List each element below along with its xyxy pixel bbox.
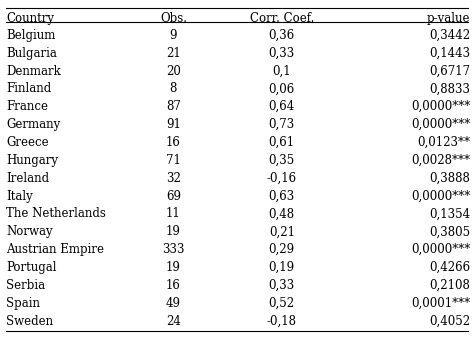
Text: -0,16: -0,16 (267, 172, 297, 185)
Text: 0,1: 0,1 (273, 65, 291, 77)
Text: 0,19: 0,19 (269, 261, 295, 274)
Text: 0,63: 0,63 (269, 189, 295, 203)
Text: 0,4266: 0,4266 (429, 261, 470, 274)
Text: Finland: Finland (6, 82, 51, 95)
Text: Serbia: Serbia (6, 279, 45, 292)
Text: 333: 333 (162, 243, 185, 256)
Text: 0,0028***: 0,0028*** (411, 154, 470, 167)
Text: 0,73: 0,73 (269, 118, 295, 131)
Text: 0,29: 0,29 (269, 243, 295, 256)
Text: 0,33: 0,33 (269, 279, 295, 292)
Text: Germany: Germany (6, 118, 60, 131)
Text: 0,0000***: 0,0000*** (411, 100, 470, 113)
Text: 0,0001***: 0,0001*** (411, 297, 470, 310)
Text: 24: 24 (166, 315, 181, 328)
Text: 0,21: 0,21 (269, 225, 295, 238)
Text: Spain: Spain (6, 297, 40, 310)
Text: Denmark: Denmark (6, 65, 61, 77)
Text: 0,3442: 0,3442 (429, 29, 470, 42)
Text: 0,4052: 0,4052 (429, 315, 470, 328)
Text: Sweden: Sweden (6, 315, 53, 328)
Text: 0,48: 0,48 (269, 208, 295, 220)
Text: 0,64: 0,64 (269, 100, 295, 113)
Text: 0,61: 0,61 (269, 136, 295, 149)
Text: 0,0000***: 0,0000*** (411, 118, 470, 131)
Text: 21: 21 (166, 46, 181, 60)
Text: Country: Country (6, 12, 54, 25)
Text: 0,33: 0,33 (269, 46, 295, 60)
Text: 0,52: 0,52 (269, 297, 295, 310)
Text: 0,0123**: 0,0123** (417, 136, 470, 149)
Text: 0,1443: 0,1443 (429, 46, 470, 60)
Text: 19: 19 (166, 225, 181, 238)
Text: 49: 49 (166, 297, 181, 310)
Text: 19: 19 (166, 261, 181, 274)
Text: 69: 69 (166, 189, 181, 203)
Text: p-value: p-value (427, 12, 470, 25)
Text: 8: 8 (170, 82, 177, 95)
Text: 87: 87 (166, 100, 181, 113)
Text: Norway: Norway (6, 225, 53, 238)
Text: 0,06: 0,06 (269, 82, 295, 95)
Text: 0,3888: 0,3888 (429, 172, 470, 185)
Text: 91: 91 (166, 118, 181, 131)
Text: 11: 11 (166, 208, 181, 220)
Text: 16: 16 (166, 136, 181, 149)
Text: France: France (6, 100, 48, 113)
Text: Bulgaria: Bulgaria (6, 46, 57, 60)
Text: The Netherlands: The Netherlands (6, 208, 106, 220)
Text: 0,0000***: 0,0000*** (411, 243, 470, 256)
Text: Belgium: Belgium (6, 29, 55, 42)
Text: Ireland: Ireland (6, 172, 49, 185)
Text: Obs.: Obs. (160, 12, 187, 25)
Text: 0,0000***: 0,0000*** (411, 189, 470, 203)
Text: 71: 71 (166, 154, 181, 167)
Text: -0,18: -0,18 (267, 315, 297, 328)
Text: 16: 16 (166, 279, 181, 292)
Text: Corr. Coef.: Corr. Coef. (250, 12, 314, 25)
Text: Portugal: Portugal (6, 261, 56, 274)
Text: Hungary: Hungary (6, 154, 58, 167)
Text: 0,2108: 0,2108 (429, 279, 470, 292)
Text: 0,36: 0,36 (269, 29, 295, 42)
Text: 0,3805: 0,3805 (429, 225, 470, 238)
Text: 0,1354: 0,1354 (429, 208, 470, 220)
Text: Italy: Italy (6, 189, 33, 203)
Text: Austrian Empire: Austrian Empire (6, 243, 104, 256)
Text: 0,35: 0,35 (269, 154, 295, 167)
Text: Greece: Greece (6, 136, 49, 149)
Text: 32: 32 (166, 172, 181, 185)
Text: 9: 9 (170, 29, 177, 42)
Text: 0,8833: 0,8833 (429, 82, 470, 95)
Text: 20: 20 (166, 65, 181, 77)
Text: 0,6717: 0,6717 (429, 65, 470, 77)
